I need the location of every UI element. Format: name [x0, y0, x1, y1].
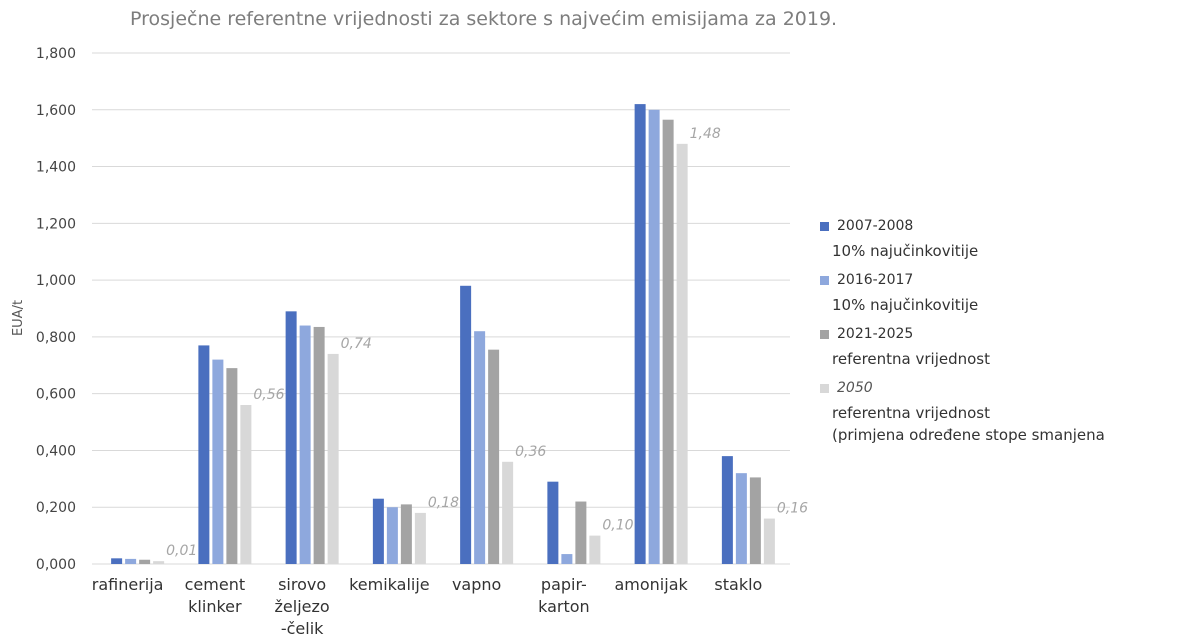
x-tick-label: vapno [452, 575, 501, 594]
legend-series-description: 10% najučinkovitije [832, 242, 979, 260]
x-tick-label: sirovo [278, 575, 326, 594]
bar-2016-2017 [474, 331, 486, 564]
data-label: 0,18 [428, 495, 459, 511]
bar-2016-2017 [735, 473, 747, 564]
bar-2007-2008 [111, 558, 123, 564]
x-tick-label: cement [185, 575, 245, 594]
y-tick-label: 1,800 [36, 46, 76, 62]
x-tick-label: amonijak [614, 575, 688, 594]
legend: 2007-2008 10% najučinkovitije 2016-2017 10%… [820, 218, 1190, 456]
legend-series-name: 2016-2017 [837, 272, 914, 288]
data-label: 0,36 [515, 444, 546, 460]
legend-swatch [820, 383, 829, 393]
bar-2016-2017 [386, 507, 398, 564]
legend-item: 2007-2008 10% najučinkovitije [820, 218, 1190, 262]
y-axis-ticks: 0,000 0,200 0,400 0,600 0,800 1,000 1,200 1,400… [36, 46, 76, 573]
y-tick-label: 0,600 [36, 387, 76, 403]
bar-2016-2017 [299, 325, 311, 564]
y-tick-label: 0,000 [36, 557, 76, 573]
legend-series-name: 2050 [837, 380, 873, 396]
x-tick-label: klinker [188, 597, 242, 616]
gridlines [92, 52, 790, 565]
bars [111, 104, 775, 565]
bar-2050 [327, 353, 339, 564]
legend-swatch [820, 329, 829, 339]
bar-2016-2017 [212, 359, 224, 564]
legend-series-description: referentna vrijednost (primjena određene… [832, 404, 1105, 444]
legend-item: 2016-2017 10% najučinkovitije [820, 272, 1190, 316]
bar-2016-2017 [561, 554, 573, 564]
y-tick-label: 0,800 [36, 330, 76, 346]
bar-2021-2025 [313, 326, 325, 564]
bar-2021-2025 [400, 504, 412, 564]
y-tick-label: 1,400 [36, 160, 76, 176]
bar-2007-2008 [721, 456, 733, 564]
bar-2007-2008 [634, 104, 646, 564]
chart-title: Prosječne referentne vrijednosti za sekt… [130, 8, 838, 30]
data-label: 0,10 [602, 518, 633, 534]
bar-2007-2008 [547, 481, 559, 564]
bar-2050 [153, 561, 165, 564]
legend-series-name: 2007-2008 [837, 218, 914, 234]
x-tick-label: kemikalije [349, 575, 430, 594]
x-tick-label: -čelik [281, 619, 324, 638]
x-tick-label: staklo [714, 575, 762, 594]
y-axis-label: EUA/t [11, 300, 26, 336]
bar-2050 [676, 143, 688, 564]
data-label: 0,74 [341, 336, 372, 352]
bar-2007-2008 [460, 285, 472, 564]
legend-series-description: referentna vrijednost [832, 350, 991, 368]
bar-2050 [763, 518, 775, 564]
bar-2021-2025 [749, 477, 761, 564]
legend-series-description: 10% najučinkovitije [832, 296, 979, 314]
bar-2007-2008 [372, 498, 384, 564]
bar-2021-2025 [139, 559, 151, 564]
x-tick-label: papir- [541, 575, 587, 594]
x-axis-ticks: rafinerija cement klinker sirovo željezo -čel… [92, 575, 763, 638]
y-tick-label: 1,600 [36, 103, 76, 119]
legend-swatch [820, 221, 829, 231]
bar-2050 [502, 461, 514, 564]
bar-2050 [589, 535, 601, 564]
y-tick-label: 0,400 [36, 443, 76, 459]
data-label: 0,16 [777, 501, 808, 517]
legend-item: 2050 referentna vrijednost (primjena odre… [820, 380, 1190, 446]
data-label: 0,01 [166, 543, 197, 559]
data-label: 0,56 [253, 387, 284, 403]
bar-2050 [414, 512, 426, 564]
bar-2007-2008 [285, 311, 297, 564]
data-labels: 0,01 0,56 0,74 0,18 0,36 0,10 1,48 0,16 [166, 126, 808, 559]
y-tick-label: 1,200 [36, 216, 76, 232]
bar-2021-2025 [662, 119, 674, 564]
x-tick-label: rafinerija [92, 575, 164, 594]
bar-2016-2017 [648, 109, 660, 565]
x-tick-label: željezo [275, 597, 330, 616]
legend-item: 2021-2025 referentna vrijednost [820, 326, 1190, 370]
bar-2021-2025 [488, 349, 500, 564]
data-label: 1,48 [690, 126, 721, 142]
bar-2021-2025 [575, 501, 587, 564]
bar-2021-2025 [226, 368, 238, 564]
bar-2050 [240, 405, 252, 564]
legend-swatch [820, 275, 829, 285]
bar-2007-2008 [198, 345, 210, 564]
bar-2016-2017 [125, 558, 137, 564]
y-tick-label: 1,000 [36, 273, 76, 289]
legend-series-name: 2021-2025 [837, 326, 914, 342]
y-tick-label: 0,200 [36, 500, 76, 516]
x-tick-label: karton [538, 597, 590, 616]
